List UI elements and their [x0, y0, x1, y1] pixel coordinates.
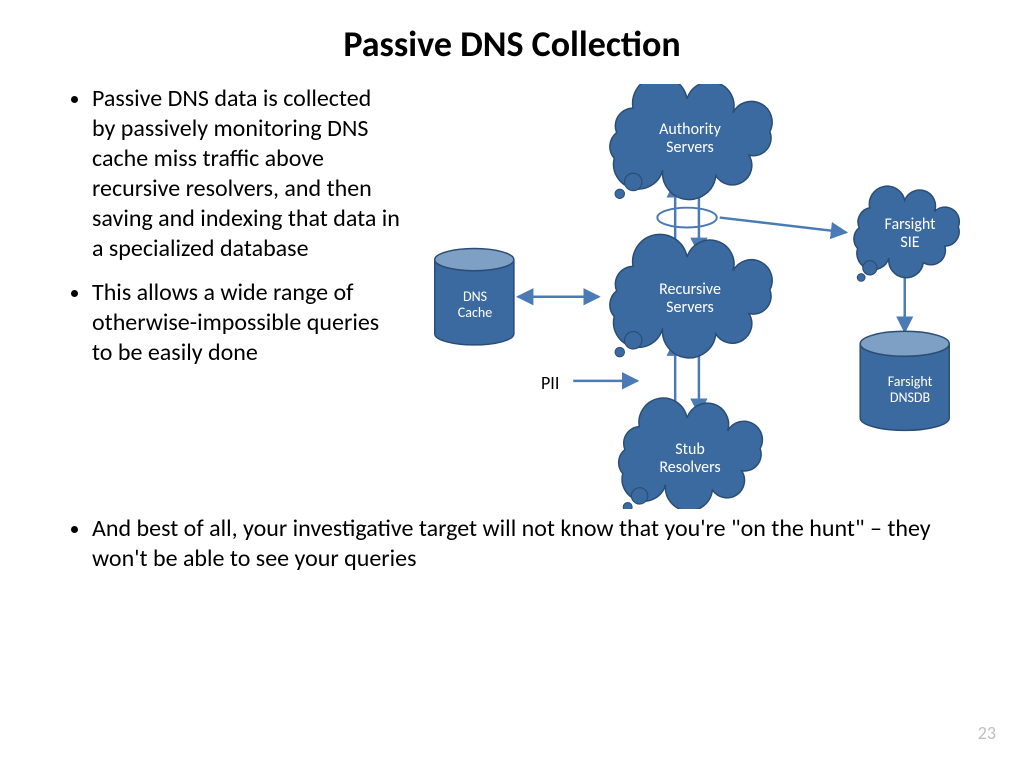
authority-cloud	[610, 84, 772, 200]
bullet-1: Passive DNS data is collected by passive…	[92, 84, 400, 264]
farsightsie-cloud	[854, 186, 959, 281]
slide-title: Passive DNS Collection	[0, 0, 1024, 66]
recursive-cloud	[610, 234, 772, 357]
bullet-2: This allows a wide range of otherwise-im…	[92, 278, 400, 368]
bottom-bullet-area: And best of all, your investigative targ…	[0, 514, 1024, 574]
content-area: Passive DNS data is collected by passive…	[0, 66, 1024, 514]
bullet-3: And best of all, your investigative targ…	[92, 514, 974, 574]
page-number: 23	[978, 722, 996, 744]
stub-cloud	[619, 398, 763, 509]
dnscache-cylinder	[435, 249, 514, 345]
arrow-tap-farsightsie	[720, 218, 847, 233]
diagram-svg	[410, 84, 974, 509]
dnsdb-cylinder	[860, 331, 949, 430]
tap-ellipse	[657, 208, 716, 228]
dns-diagram: PIIAuthorityServersRecursiveServersStubR…	[410, 84, 974, 514]
left-bullets: Passive DNS data is collected by passive…	[70, 84, 410, 514]
pii-label: PII	[541, 372, 559, 394]
